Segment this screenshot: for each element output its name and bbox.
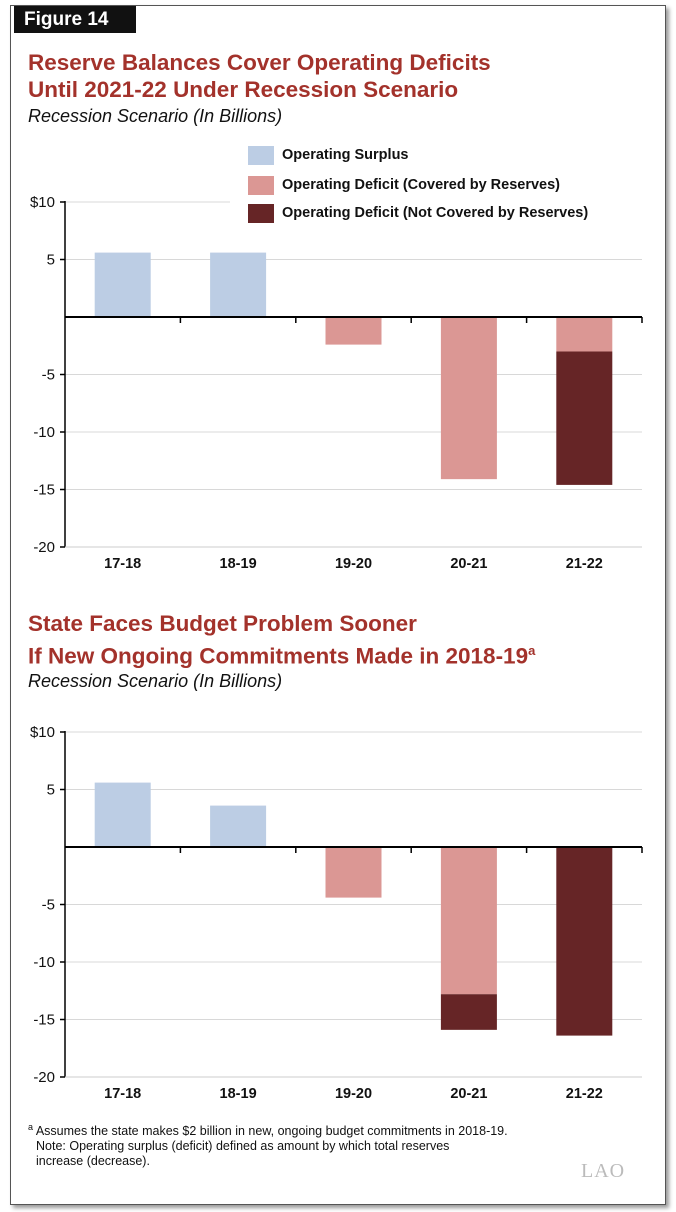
- y-tick-label: $10: [30, 194, 55, 211]
- bar-covered-21-22: [556, 317, 613, 352]
- chart2-subtitle: Recession Scenario (In Billions): [28, 671, 283, 691]
- lao-logo: LAO: [581, 1160, 626, 1182]
- footnote: a Assumes the state makes $2 billion in …: [28, 1120, 508, 1139]
- chart1-title-line2: Until 2021-22 Under Recession Scenario: [28, 77, 459, 102]
- chart1-title: Reserve Balances Cover Operating Deficit…: [28, 49, 491, 103]
- chart2-title: State Faces Budget Problem Sooner If New…: [28, 610, 535, 670]
- x-tick-label: 19-20: [335, 1086, 372, 1102]
- y-tick-label: 5: [47, 252, 55, 269]
- note-line1: Note: Operating surplus (deficit) define…: [36, 1139, 450, 1153]
- bar-not_covered-21-22: [556, 351, 613, 485]
- y-tick-label: $10: [30, 724, 55, 741]
- bar-not_covered-20-21: [440, 994, 497, 1030]
- bar-covered-19-20: [325, 847, 382, 898]
- footnote-ref: a: [528, 643, 536, 658]
- x-tick-label: 17-18: [104, 556, 141, 572]
- x-tick-label: 18-19: [220, 1086, 257, 1102]
- legend-swatch-covered: [248, 176, 274, 195]
- bar-covered-19-20: [325, 317, 382, 345]
- y-tick-label: -5: [42, 897, 55, 914]
- legend-swatch-surplus: [248, 146, 274, 165]
- bar-not_covered-21-22: [556, 847, 613, 1036]
- bar-surplus-18-19: [210, 252, 267, 317]
- bar-covered-20-21: [440, 847, 497, 995]
- y-tick-label: -20: [33, 539, 55, 556]
- y-tick-label: -10: [33, 954, 55, 971]
- chart1-subtitle: Recession Scenario (In Billions): [28, 106, 283, 126]
- legend-swatch-not-covered: [248, 204, 274, 223]
- legend-label: Operating Deficit (Covered by Reserves): [282, 177, 561, 193]
- footnote-marker: a: [28, 1122, 34, 1132]
- legend-label: Operating Deficit (Not Covered by Reserv…: [282, 205, 589, 221]
- bar-surplus-17-18: [94, 782, 151, 847]
- chart1-plot: $10 5 -5 -10 -15 -20 17-18 18-19 19-20 20-21 21-22: [30, 194, 643, 572]
- note-line2: increase (decrease).: [36, 1154, 150, 1168]
- bar-surplus-18-19: [210, 805, 267, 847]
- y-tick-label: -10: [33, 424, 55, 441]
- x-tick-label: 20-21: [450, 556, 487, 572]
- figure-label: Figure 14: [14, 6, 136, 33]
- note: Note: Operating surplus (deficit) define…: [36, 1139, 449, 1169]
- bar-covered-20-21: [440, 317, 497, 480]
- x-tick-label: 18-19: [220, 556, 257, 572]
- y-tick-label: -20: [33, 1069, 55, 1086]
- x-tick-label: 20-21: [450, 1086, 487, 1102]
- x-tick-label: 19-20: [335, 556, 372, 572]
- y-tick-label: -15: [33, 1012, 55, 1029]
- chart2-title-line2: If New Ongoing Commitments Made in 2018-…: [28, 637, 535, 670]
- y-tick-label: 5: [47, 782, 55, 799]
- x-tick-label: 21-22: [566, 556, 603, 572]
- footnote-text: Assumes the state makes $2 billion in ne…: [35, 1124, 508, 1139]
- y-tick-label: -15: [33, 482, 55, 499]
- chart2-plot: $10 5 -5 -10 -15 -20 17-18 18-19 19-20 20-21 21-22: [30, 724, 643, 1102]
- bar-surplus-17-18: [94, 252, 151, 317]
- chart2-title-line1: State Faces Budget Problem Sooner: [28, 611, 417, 636]
- chart1-title-line1: Reserve Balances Cover Operating Deficit…: [28, 50, 491, 75]
- y-tick-label: -5: [42, 367, 55, 384]
- chart2-title-line2-text: If New Ongoing Commitments Made in 2018-…: [28, 643, 529, 669]
- legend-label: Operating Surplus: [282, 147, 409, 163]
- x-tick-label: 17-18: [104, 1086, 141, 1102]
- x-tick-label: 21-22: [566, 1086, 603, 1102]
